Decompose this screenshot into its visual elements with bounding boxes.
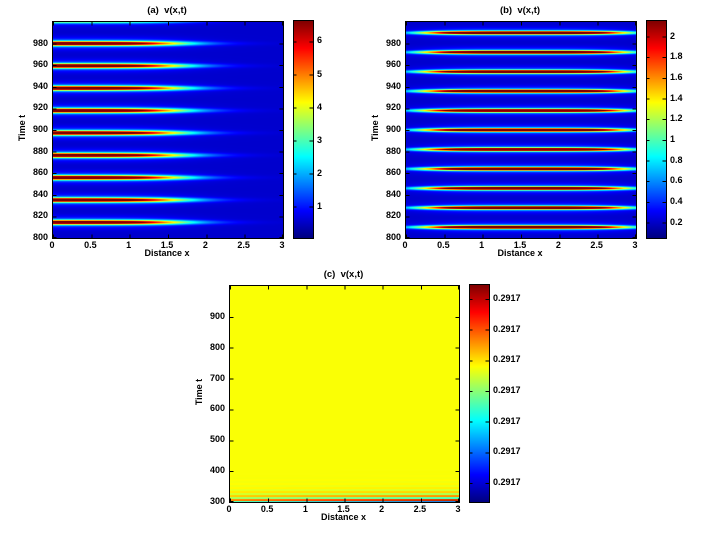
y-tick-label: 700 <box>209 372 225 383</box>
colorbar-tick-label: 1 <box>317 200 323 211</box>
subplot-c-ylabel: Time t <box>194 378 204 406</box>
subplot-b-heatmap <box>405 21 637 239</box>
colorbar-tick-label: 2 <box>670 30 676 41</box>
colorbar-tick-label: 0.2917 <box>493 323 521 334</box>
x-tick-label: 2 <box>555 240 561 250</box>
y-tick-label: 880 <box>32 145 48 156</box>
x-tick-label: 0.5 <box>260 504 274 514</box>
x-tick-label: 2.5 <box>413 504 427 514</box>
x-tick-label: 0 <box>402 240 408 250</box>
colorbar-tick-label: 0.2917 <box>493 446 521 457</box>
subplot-c-xlabel: Distance x <box>320 512 367 522</box>
colorbar-tick-label: 0.2917 <box>493 415 521 426</box>
y-tick-label: 900 <box>385 124 401 134</box>
y-tick-label: 840 <box>385 188 401 199</box>
x-tick-label: 0.5 <box>437 240 450 250</box>
y-tick-label: 900 <box>32 124 48 134</box>
y-tick-label: 400 <box>209 465 225 476</box>
y-tick-label: 300 <box>209 496 225 506</box>
y-tick-label: 980 <box>385 37 401 48</box>
y-tick-label: 500 <box>209 434 225 445</box>
colorbar-tick-label: 5 <box>317 68 323 79</box>
colorbar-tick-label: 3 <box>317 134 323 145</box>
y-tick-label: 980 <box>32 37 48 48</box>
x-tick-label: 0 <box>226 504 232 514</box>
colorbar-tick-label: 0.6 <box>670 175 683 186</box>
subplot-a-colorbar <box>293 20 314 239</box>
colorbar-tick-label: 1.4 <box>670 92 683 103</box>
y-tick-label: 960 <box>385 59 401 70</box>
x-tick-label: 1.5 <box>337 504 350 514</box>
y-tick-label: 800 <box>209 341 225 352</box>
colorbar-tick-label: 1.2 <box>670 113 683 124</box>
colorbar-tick-label: 6 <box>317 35 323 46</box>
y-tick-label: 840 <box>32 188 48 199</box>
subplot-c-title: (c) v(x,t) <box>323 269 364 280</box>
colorbar-tick-label: 0.2917 <box>493 385 521 396</box>
x-tick-label: 1.5 <box>513 240 527 250</box>
subplot-b-colorbar <box>646 20 667 239</box>
x-tick-label: 0 <box>49 240 55 250</box>
subplot-a-title: (a) v(x,t) <box>147 5 187 16</box>
x-tick-label: 1 <box>302 504 308 514</box>
colorbar-tick-label: 0.2917 <box>493 293 521 304</box>
x-tick-label: 1.5 <box>160 240 174 250</box>
y-tick-label: 800 <box>385 232 401 242</box>
subplot-a-heatmap <box>52 21 284 239</box>
x-tick-label: 2.5 <box>237 240 250 250</box>
colorbar-tick-label: 0.2 <box>670 216 683 227</box>
subplot-a-xlabel: Distance x <box>144 248 190 258</box>
colorbar-tick-label: 0.2917 <box>493 476 521 487</box>
colorbar-tick-label: 1 <box>670 133 676 144</box>
colorbar-tick-label: 0.4 <box>670 195 683 206</box>
x-tick-label: 1 <box>126 240 132 250</box>
y-tick-label: 880 <box>385 145 401 156</box>
subplot-c-heatmap <box>229 285 460 503</box>
subplot-c-colorbar <box>469 284 490 503</box>
y-tick-label: 940 <box>32 80 48 91</box>
x-tick-label: 2.5 <box>590 240 603 250</box>
y-tick-label: 920 <box>385 102 401 113</box>
colorbar-tick-label: 0.8 <box>670 154 683 165</box>
y-tick-label: 820 <box>385 210 401 221</box>
y-tick-label: 920 <box>32 102 48 113</box>
colorbar-tick-label: 1.6 <box>670 71 683 82</box>
subplot-b-xlabel: Distance x <box>497 248 543 258</box>
y-tick-label: 820 <box>32 210 48 221</box>
colorbar-tick-label: 4 <box>317 101 323 112</box>
x-tick-label: 1 <box>479 240 485 250</box>
colorbar-tick-label: 1.8 <box>670 51 683 62</box>
y-tick-label: 960 <box>32 59 48 70</box>
y-tick-label: 940 <box>385 80 401 91</box>
y-tick-label: 860 <box>385 167 401 178</box>
subplot-b-title: (b) v(x,t) <box>499 5 541 16</box>
y-tick-label: 600 <box>209 403 225 414</box>
x-tick-label: 3 <box>632 240 638 250</box>
y-tick-label: 900 <box>209 310 225 321</box>
colorbar-tick-label: 0.2917 <box>493 354 521 365</box>
x-tick-label: 3 <box>455 504 461 514</box>
x-tick-label: 0.5 <box>84 240 97 250</box>
x-tick-label: 2 <box>202 240 208 250</box>
x-tick-label: 3 <box>279 240 285 250</box>
y-tick-label: 800 <box>32 232 48 242</box>
colorbar-tick-label: 2 <box>317 167 323 178</box>
x-tick-label: 2 <box>379 504 385 514</box>
y-tick-label: 860 <box>32 167 48 178</box>
